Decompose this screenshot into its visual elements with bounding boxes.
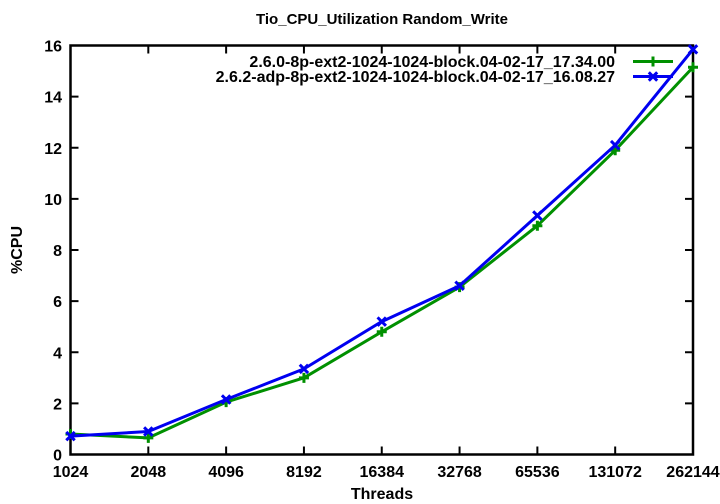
data-point-marker bbox=[220, 394, 232, 405]
data-point-marker bbox=[688, 62, 698, 73]
legend-entry-label: 2.6.0-8p-ext2-1024-1024-block.04-02-17_1… bbox=[249, 54, 615, 71]
x-axis-label: Threads bbox=[351, 486, 413, 503]
data-point-marker bbox=[65, 430, 76, 442]
y-axis-label: %CPU bbox=[9, 226, 26, 274]
data-point-marker bbox=[143, 432, 154, 443]
series-layer bbox=[65, 44, 699, 443]
x-tick-label: 65536 bbox=[515, 464, 560, 481]
data-point-marker bbox=[609, 139, 621, 151]
data-point-marker bbox=[687, 44, 699, 55]
chart-title: Tio_CPU_Utilization Random_Write bbox=[256, 11, 508, 28]
y-tick-label: 0 bbox=[53, 448, 62, 465]
data-point-marker bbox=[532, 220, 543, 231]
legend-entry-label: 2.6.2-adp-8p-ext2-1024-1024-block.04-02-… bbox=[216, 69, 615, 86]
y-tick-label: 6 bbox=[53, 294, 62, 311]
data-point-marker bbox=[143, 426, 154, 437]
y-tick-label: 2 bbox=[53, 396, 62, 413]
data-point-marker bbox=[532, 210, 543, 221]
x-tick-label: 1024 bbox=[53, 464, 89, 481]
data-point-marker bbox=[454, 280, 465, 292]
y-tick-label: 10 bbox=[44, 192, 62, 209]
data-point-marker bbox=[298, 372, 309, 383]
y-tick-label: 4 bbox=[53, 345, 62, 362]
series-line bbox=[70, 48, 695, 438]
data-point-marker bbox=[376, 316, 388, 327]
data-point-marker bbox=[298, 363, 310, 375]
axes-frame: 1024 2048 4096 8192 16384 32768 65536 131072 262… bbox=[44, 39, 720, 482]
x-tick-label: 131072 bbox=[588, 464, 641, 481]
data-point-marker bbox=[648, 56, 658, 67]
x-tick-label: 4096 bbox=[208, 464, 244, 481]
series-line bbox=[70, 66, 695, 440]
y-tick-label: 14 bbox=[44, 90, 62, 107]
x-tick-label: 2048 bbox=[131, 464, 167, 481]
x-tick-label: 262144 bbox=[666, 464, 719, 481]
x-tick-label: 8192 bbox=[286, 464, 322, 481]
plot-border bbox=[69, 44, 695, 456]
data-point-marker bbox=[647, 71, 659, 82]
y-tick-label: 12 bbox=[44, 141, 62, 158]
x-tick-label: 32768 bbox=[437, 464, 482, 481]
legend: 2.6.0-8p-ext2-1024-1024-block.04-02-17_1… bbox=[216, 54, 673, 86]
y-tick-label: 16 bbox=[44, 39, 62, 56]
data-point-marker bbox=[376, 326, 387, 337]
y-tick-label: 8 bbox=[53, 243, 62, 260]
x-tick-label: 16384 bbox=[360, 464, 405, 481]
